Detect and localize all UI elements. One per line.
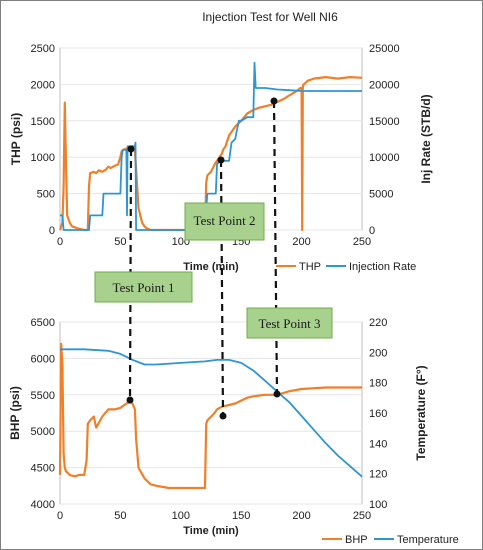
y-tick-label: 500: [37, 189, 55, 201]
y-tick-label: 6000: [31, 353, 55, 365]
y2-tick-label: 5000: [369, 189, 393, 201]
test-point-callout-1: Test Point 1: [94, 271, 193, 303]
plot-area-bottom: [59, 321, 363, 505]
x-tick-label: 150: [232, 510, 250, 522]
y-tick-label: 6500: [31, 317, 55, 329]
legend-bottom: BHP Temperature: [322, 534, 459, 546]
y-tick-label: 1500: [31, 116, 55, 128]
x-tick-label: 50: [114, 510, 126, 522]
marker-bottom-3: [273, 390, 281, 398]
x-axis-label-bottom: Time (min): [183, 525, 239, 537]
x-tick-label: 250: [353, 236, 371, 248]
series-top: [58, 61, 363, 232]
gridlines-bottom: [60, 321, 362, 505]
callout-box-1: [94, 271, 193, 303]
y2-tick-labels-bottom: 100 120 140 160 180 200 220: [369, 317, 387, 511]
marker-top-3: [270, 97, 278, 105]
callout-label-2: Test Point 2: [194, 213, 256, 228]
y2-tick-label: 220: [369, 317, 387, 329]
x-tick-label: 0: [57, 236, 63, 248]
chart-title: Injection Test for Well NI6: [202, 10, 338, 24]
marker-bottom-1: [126, 396, 134, 404]
callout-box-3: [246, 307, 333, 339]
y-tick-label: 1000: [31, 152, 55, 164]
y2-tick-label: 25000: [369, 43, 400, 55]
y-tick-label: 4500: [31, 463, 55, 475]
chart-thp-injection-rate: Injection Test for Well NI6 0 50 100 150 200…: [9, 10, 433, 273]
y-tick-labels-top: 0 500 1000 1500 2000 2500: [31, 43, 55, 237]
x-tick-labels-bottom: 0 50 100 150 200 250: [57, 510, 371, 522]
marker-bottom-2: [219, 412, 227, 420]
y-tick-label: 0: [49, 225, 55, 237]
y2-tick-label: 140: [369, 438, 387, 450]
y-tick-label: 5000: [31, 426, 55, 438]
x-tick-label: 50: [114, 236, 126, 248]
legend-label-injection-rate: Injection Rate: [349, 261, 416, 273]
y-tick-labels-bottom: 4000 4500 5000 5500 6000 6500: [31, 317, 55, 511]
x-tick-label: 0: [57, 510, 63, 522]
y2-tick-label: 10000: [369, 152, 400, 164]
callout-box-2: [184, 202, 265, 241]
y-tick-label: 5500: [31, 390, 55, 402]
legend-label-thp: THP: [299, 261, 321, 273]
legend-label-bhp: BHP: [345, 534, 368, 546]
callout-label-1: Test Point 1: [113, 280, 175, 295]
legend-label-temperature: Temperature: [397, 534, 459, 546]
y-tick-label: 4000: [31, 499, 55, 511]
series-bottom: [58, 342, 363, 490]
x-tick-label: 250: [353, 510, 371, 522]
marker-top-1: [127, 145, 135, 153]
y2-tick-label: 160: [369, 408, 387, 420]
y2-axis-label-bottom: Temperature (F°): [414, 365, 428, 460]
marker-top-2: [217, 156, 225, 164]
x-axis-label-top: Time (min): [183, 261, 239, 273]
x-tick-label: 200: [292, 236, 310, 248]
callout-label-3: Test Point 3: [259, 316, 321, 331]
y-tick-label: 2000: [31, 79, 55, 91]
y-tick-label: 2500: [31, 43, 55, 55]
y2-axis-label-top: Inj Rate (STB/d): [419, 94, 433, 183]
y2-tick-labels-top: 0 5000 10000 15000 20000 25000: [369, 43, 400, 237]
y-axis-label-top: THP (psi): [9, 113, 23, 165]
y2-tick-label: 20000: [369, 79, 400, 91]
y2-tick-label: 15000: [369, 116, 400, 128]
y2-tick-label: 120: [369, 469, 387, 481]
test-point-callout-3: Test Point 3: [246, 307, 333, 339]
series-line-temperature: [60, 348, 363, 478]
x-tick-label: 100: [172, 510, 190, 522]
series-line-injection-rate: [60, 61, 362, 231]
legend-top: THP Injection Rate: [276, 261, 416, 273]
chart-bhp-temperature: 0 50 100 150 200 250 4000 4500 5000 5500 6000 6500…: [8, 317, 459, 546]
series-line-bhp: [58, 342, 362, 490]
connector-line-3: [272, 100, 279, 395]
y2-tick-label: 100: [369, 499, 387, 511]
y2-tick-label: 180: [369, 378, 387, 390]
x-tick-label: 200: [292, 510, 310, 522]
y-axis-label-bottom: BHP (psi): [8, 386, 22, 440]
y2-tick-label: 0: [369, 225, 375, 237]
y2-tick-label: 200: [369, 347, 387, 359]
test-point-callout-2: Test Point 2: [184, 202, 265, 241]
